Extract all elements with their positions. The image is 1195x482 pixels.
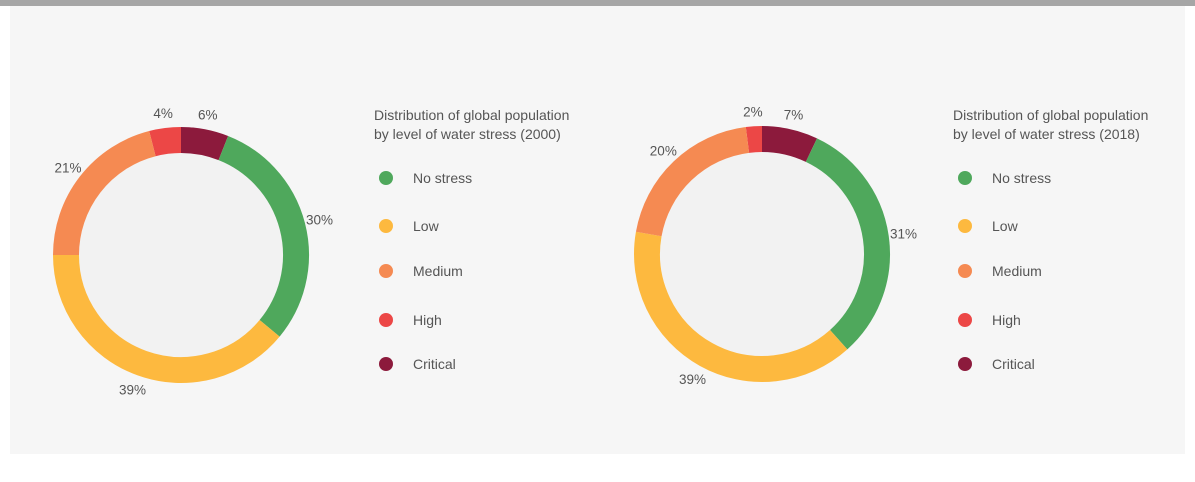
donut-slice-critical	[761, 126, 818, 163]
donut-center	[660, 152, 864, 356]
legend-item-medium: Medium	[958, 261, 1042, 281]
donut-center	[79, 153, 283, 357]
percent-label-no-stress: 31%	[890, 227, 917, 242]
percent-label-no-stress: 30%	[306, 212, 333, 227]
legend-label: High	[413, 312, 442, 328]
top-bar	[0, 0, 1195, 6]
legend-label: No stress	[413, 170, 473, 186]
legend-label: Low	[413, 218, 439, 234]
percent-label-medium: 20%	[650, 144, 677, 159]
percent-label-low: 39%	[119, 383, 146, 398]
legend-item-medium: Medium	[379, 261, 463, 281]
legend-2000: Distribution of global population by lev…	[374, 106, 614, 386]
legend-label: Low	[992, 218, 1018, 234]
legend-label: Medium	[413, 263, 463, 279]
legend-label: Critical	[992, 356, 1035, 372]
legend-title: Distribution of global population by lev…	[953, 107, 1149, 142]
legend-item-critical: Critical	[958, 354, 1035, 374]
legend-item-no-stress: No stress	[958, 168, 1051, 188]
legend-title: Distribution of global population by lev…	[374, 107, 570, 142]
legend-item-high: High	[379, 310, 442, 330]
percent-label-critical: 7%	[784, 108, 804, 123]
legend-item-no-stress: No stress	[379, 168, 472, 188]
donut-slice-no-stress	[805, 138, 890, 350]
legend-dot-low	[958, 219, 972, 233]
donut-slice-no-stress	[218, 135, 309, 337]
donut-slice-critical	[180, 127, 229, 161]
legend-label: No stress	[992, 170, 1052, 186]
legend-item-critical: Critical	[379, 354, 456, 374]
percent-label-high: 2%	[743, 104, 763, 119]
percent-label-low: 39%	[679, 372, 706, 387]
legend-2018: Distribution of global population by lev…	[953, 106, 1193, 386]
donut-slice-medium	[635, 127, 750, 237]
legend-label: Critical	[413, 356, 456, 372]
legend-dot-critical	[379, 357, 393, 371]
legend-dot-medium	[379, 264, 393, 278]
legend-dot-no-stress	[379, 171, 393, 185]
donut-slice-high	[745, 126, 763, 153]
legend-dot-critical	[958, 357, 972, 371]
donut-slice-low	[53, 254, 280, 383]
legend-label: High	[992, 312, 1021, 328]
legend-label: Medium	[992, 263, 1042, 279]
legend-dot-high	[379, 313, 393, 327]
legend-dot-high	[958, 313, 972, 327]
percent-label-medium: 21%	[54, 160, 81, 175]
legend-item-low: Low	[958, 216, 1018, 236]
percent-label-high: 4%	[153, 106, 173, 121]
legend-item-low: Low	[379, 216, 439, 236]
legend-item-high: High	[958, 310, 1021, 330]
legend-dot-medium	[958, 264, 972, 278]
legend-dot-low	[379, 219, 393, 233]
donut-slice-medium	[53, 131, 156, 256]
legend-dot-no-stress	[958, 171, 972, 185]
percent-label-critical: 6%	[198, 108, 218, 123]
donut-slice-low	[634, 231, 848, 382]
donut-slice-high	[149, 127, 182, 157]
